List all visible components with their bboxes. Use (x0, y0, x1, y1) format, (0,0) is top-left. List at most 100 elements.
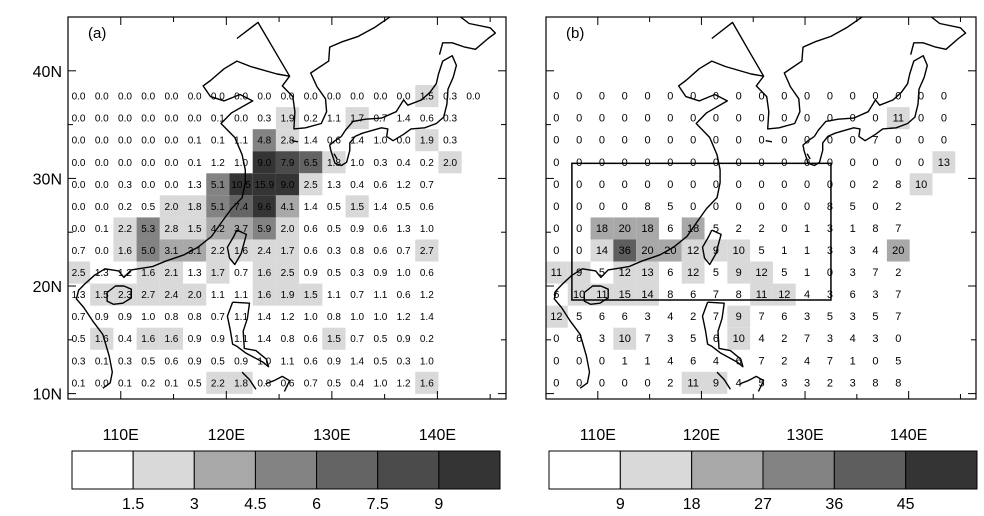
data-label: 0 (895, 333, 901, 345)
heat-cell (252, 239, 276, 262)
data-label: 0 (781, 223, 787, 235)
data-label: 10 (619, 333, 631, 345)
heat-cell (275, 239, 300, 262)
data-label: 2.0 (443, 158, 457, 169)
plot-area: 0 0 0 0 0 0 0 0 0 0 0 0 0 0 0 0 0 00 0 0 0 0 0 0 0 0 0 0 0 0 0 0 11 0 00 0 0… (546, 17, 967, 394)
data-label: 0.0 (397, 92, 411, 103)
heat-cell (159, 195, 184, 218)
data-label: 20 (664, 245, 676, 257)
coastline (755, 17, 863, 130)
data-label: 5.1 (211, 202, 225, 213)
data-label: 12 (687, 245, 699, 257)
heat-cell (932, 151, 956, 174)
data-label: 0 (553, 333, 559, 345)
data-label: 0 (553, 157, 559, 169)
x-tick-label: 130E (313, 427, 350, 444)
data-label: 1.1 (234, 334, 248, 345)
data-label: 5 (850, 201, 856, 213)
data-label: 0 (644, 91, 650, 103)
data-label: 0 (690, 91, 696, 103)
data-label: 0 (576, 223, 582, 235)
data-label: 0 (850, 179, 856, 191)
data-label: 3 (850, 245, 856, 257)
data-label: 1.1 (234, 312, 248, 323)
data-label: 0.6 (304, 334, 318, 345)
data-label: 1.2 (397, 312, 411, 323)
data-label: 0 (941, 91, 947, 103)
data-label: 10.5 (231, 180, 251, 191)
data-label: 0.8 (327, 312, 341, 323)
coastline (241, 371, 257, 390)
data-label: 0.0 (141, 92, 155, 103)
data-label: 0 (850, 157, 856, 169)
data-label: 7 (895, 223, 901, 235)
data-label: 1.1 (327, 114, 341, 125)
data-label: 1.8 (188, 202, 202, 213)
data-label: 0 (941, 135, 947, 147)
data-label: 1.0 (397, 268, 411, 279)
data-label: 0 (553, 355, 559, 367)
data-label: 6 (690, 355, 696, 367)
data-label: 0 (599, 355, 605, 367)
data-label: 8 (827, 201, 833, 213)
data-label: 5 (781, 267, 787, 279)
heat-cell (636, 217, 659, 240)
data-label: 0.3 (443, 114, 457, 125)
data-label: 0.6 (397, 290, 411, 301)
heat-cell (229, 173, 253, 196)
data-label: 12 (755, 267, 767, 279)
data-label: 0.5 (327, 224, 341, 235)
coastline (281, 17, 391, 130)
colorbar-label: 1.5 (122, 496, 144, 513)
heat-cell (909, 173, 933, 196)
heat-cell (159, 217, 184, 240)
data-label: 1.9 (281, 290, 295, 301)
data-label: 0 (576, 377, 582, 389)
data-label: 9.6 (257, 202, 271, 213)
data-label: 6 (622, 311, 628, 323)
data-label: 0 (553, 245, 559, 257)
data-label: 0.0 (118, 114, 132, 125)
data-label: 0 (713, 135, 719, 147)
heat-cell (636, 239, 659, 262)
data-label: 13 (938, 157, 950, 169)
coastline (701, 229, 722, 266)
data-label: 15 (619, 289, 631, 301)
data-label: 12 (550, 311, 562, 323)
x-tick-label: 110E (103, 427, 139, 444)
data-label: 8 (644, 201, 650, 213)
data-label: 0 (599, 135, 605, 147)
data-label: 5 (667, 201, 673, 213)
data-label: 0 (576, 245, 582, 257)
y-tick-label: 20N (33, 279, 62, 296)
data-label: 9 (576, 267, 582, 279)
data-label: 0 (667, 135, 673, 147)
heat-cell (252, 261, 276, 284)
data-label: 9 (713, 245, 719, 257)
data-label: 2.0 (281, 224, 295, 235)
data-label: 5 (827, 311, 833, 323)
data-label: 0.3 (257, 114, 271, 125)
data-label: 0.7 (373, 114, 387, 125)
coastline (583, 285, 609, 305)
data-label: 0 (644, 377, 650, 389)
data-label: 12 (619, 267, 631, 279)
panel-a: 0.0 0.0 0.0 0.0 0.0 0.0 0.0 0.0 0.0 0.0 0.0 0.0 0.0 0… (33, 16, 507, 444)
data-label: 0 (713, 91, 719, 103)
data-label: 0 (736, 113, 742, 125)
data-label: 0 (895, 157, 901, 169)
data-label: 0.6 (304, 224, 318, 235)
data-label: 20 (892, 245, 904, 257)
data-label: 11 (551, 267, 562, 279)
data-label: 3 (644, 311, 650, 323)
heat-cell (136, 327, 160, 350)
data-label: 0.0 (95, 158, 109, 169)
data-label: 0 (758, 135, 764, 147)
coastline (106, 285, 132, 305)
heat-cell (206, 173, 230, 196)
data-label: 0 (758, 113, 764, 125)
data-label: 0 (599, 91, 605, 103)
data-label: 7 (758, 311, 764, 323)
heat-cell (438, 151, 462, 174)
data-label: 0.0 (257, 92, 271, 103)
